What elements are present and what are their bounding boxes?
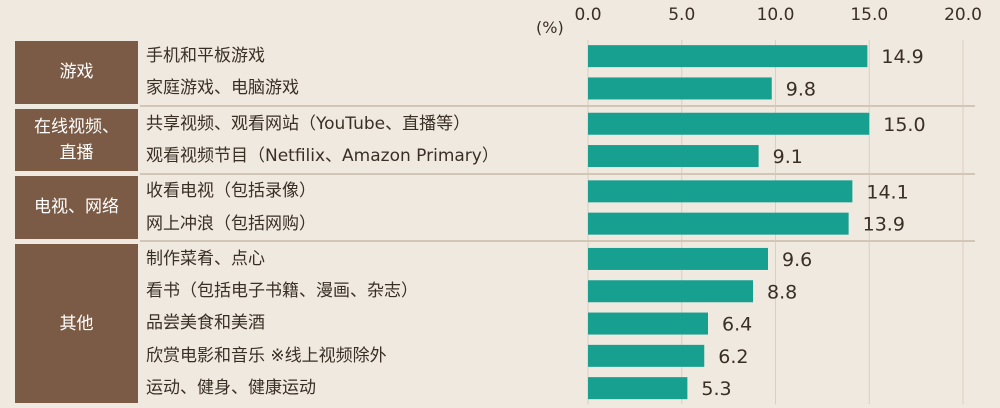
data-label: 9.6 — [782, 249, 812, 271]
data-label: 8.8 — [767, 281, 797, 303]
x-tick-label: 5.0 — [668, 5, 695, 25]
row-label: 品尝美食和美酒 — [146, 313, 265, 334]
data-label: 15.0 — [883, 114, 925, 136]
bar — [588, 180, 853, 203]
row-label: 制作菜肴、点心 — [146, 248, 265, 269]
bar — [588, 280, 753, 303]
row-label: 运动、健身、健康运动 — [146, 378, 316, 398]
x-tick-label: 0.0 — [574, 5, 601, 25]
bar — [588, 344, 705, 367]
row-label: 手机和平板游戏 — [146, 46, 265, 66]
category-label: 电视、网络 — [15, 176, 138, 239]
data-label: 9.8 — [786, 78, 816, 100]
row-label: 收看电视（包括录像） — [146, 181, 316, 202]
row-label: 看书（包括电子书籍、漫画、杂志） — [146, 281, 418, 302]
data-label: 6.2 — [718, 346, 748, 368]
unit-label: (%) — [536, 18, 564, 37]
group-separator — [140, 172, 975, 175]
category-label: 游戏 — [15, 41, 138, 104]
category-label: 其他 — [15, 243, 138, 404]
bar — [588, 212, 849, 235]
group-separator — [140, 240, 975, 243]
bar — [588, 77, 772, 100]
group-separator — [140, 105, 975, 108]
bar — [588, 112, 870, 135]
row-label: 观看视频节目（Netfilix、Amazon Primary） — [146, 145, 499, 166]
bar — [588, 312, 708, 335]
data-label: 6.4 — [722, 314, 752, 336]
data-label: 14.9 — [881, 46, 923, 68]
bar — [588, 45, 868, 68]
data-label: 5.3 — [701, 378, 731, 400]
bar — [588, 247, 768, 270]
row-label: 家庭游戏、电脑游戏 — [146, 78, 299, 99]
bar — [588, 377, 688, 400]
category-label: 在线视频、 直播 — [15, 108, 138, 172]
row-label: 网上冲浪（包括网购） — [146, 213, 316, 234]
data-label: 13.9 — [863, 214, 905, 236]
x-tick-label: 15.0 — [850, 5, 888, 25]
row-label: 欣赏电影和音乐 ※线上视频除外 — [146, 345, 387, 366]
bar — [588, 145, 759, 168]
x-tick-label: 20.0 — [944, 5, 982, 25]
data-label: 14.1 — [866, 181, 908, 203]
x-tick-label: 10.0 — [757, 5, 795, 25]
data-label: 9.1 — [773, 146, 803, 168]
row-label: 共享视频、观看网站（YouTube、直播等） — [146, 113, 471, 134]
